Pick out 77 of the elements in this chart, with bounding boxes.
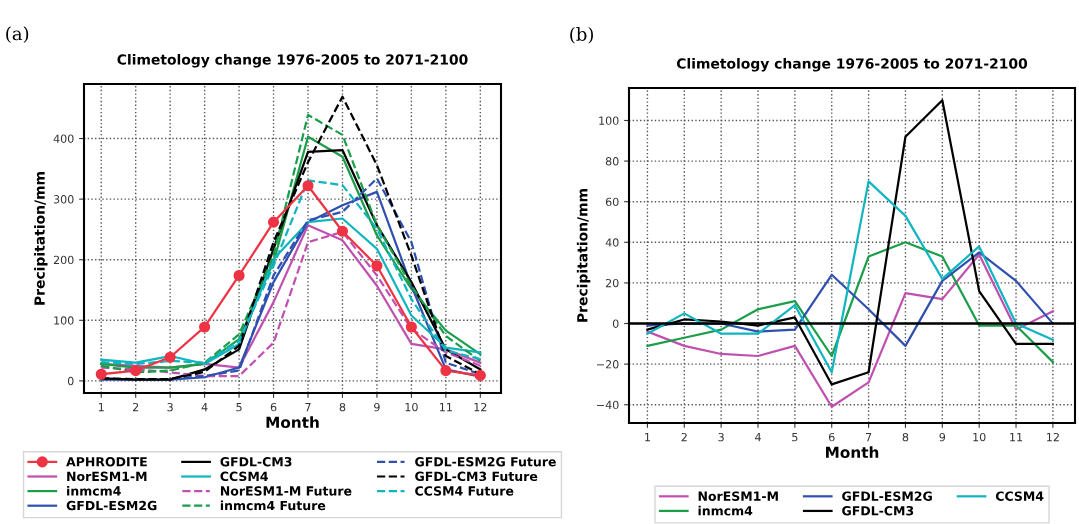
- x-tick-label: 11: [1010, 433, 1023, 442]
- chart-title: Climetology change 1976-2005 to 2071-2100: [117, 54, 468, 68]
- x-tick-label: 8: [339, 402, 346, 412]
- y-tick-label: 300: [53, 195, 74, 204]
- y-tick-label: 200: [53, 255, 74, 265]
- x-tick-label: 12: [1047, 432, 1059, 442]
- point: [371, 260, 383, 272]
- point: [302, 180, 314, 192]
- x-tick-label: 3: [718, 432, 724, 442]
- legend-label: CCSM4 Future: [415, 486, 514, 496]
- y-tick-label: 80: [605, 157, 619, 166]
- legend-label: inmcm4: [698, 505, 753, 516]
- legend-label: GFDL-CM3 Future: [415, 471, 538, 482]
- point: [233, 269, 245, 282]
- legend-label: NorESM1-M: [67, 471, 147, 482]
- y-tick-label: 20: [605, 278, 619, 288]
- point: [405, 321, 417, 333]
- point: [267, 216, 280, 228]
- x-axis-title: Month: [266, 416, 319, 429]
- x-tick-label: 1: [645, 433, 650, 442]
- y-tick-label: 0: [67, 376, 74, 386]
- y-tick-label: 400: [53, 134, 74, 143]
- x-tick-label: 6: [828, 432, 835, 442]
- x-tick-label: 5: [792, 433, 798, 442]
- x-tick-label: 7: [865, 433, 872, 442]
- x-tick-label: 2: [132, 402, 139, 412]
- x-tick-label: 2: [681, 432, 687, 442]
- legend-label: NorESM1-M Future: [220, 486, 352, 496]
- line-series: [646, 241, 1054, 364]
- line-series: [646, 180, 1054, 374]
- point: [199, 321, 211, 333]
- chart-title: Climetology change 1976-2005 to 2071-2100: [676, 58, 1028, 72]
- point: [336, 225, 349, 237]
- legend-label: inmcm4 Future: [220, 500, 326, 511]
- text: (a): [6, 26, 29, 43]
- legend-label: NorESM1-M: [698, 491, 778, 501]
- text: (b): [570, 26, 594, 44]
- x-tick-label: 9: [939, 432, 946, 442]
- y-tick-label: 0: [612, 319, 619, 328]
- x-tick-label: 6: [270, 402, 277, 412]
- y-tick-label: −40: [597, 400, 619, 410]
- point: [474, 369, 486, 381]
- x-tick-label: 4: [201, 403, 208, 412]
- y-axis-title: Precipitation/mm: [34, 172, 48, 305]
- legend-label: APHRODITE: [66, 457, 147, 467]
- y-tick-label: 40: [605, 238, 619, 247]
- x-tick-label: 10: [973, 432, 986, 442]
- legend-label: inmcm4: [67, 485, 121, 496]
- line-series: [646, 253, 1054, 408]
- y-tick-label: 100: [599, 116, 619, 125]
- x-tick-label: 9: [374, 402, 380, 412]
- y-tick-label: 100: [54, 316, 74, 325]
- legend-label: GFDL-CM3: [842, 506, 914, 516]
- x-tick-label: 10: [405, 402, 418, 412]
- legend-label: GFDL-ESM2G: [66, 500, 157, 511]
- legend-label: GFDL-CM3: [220, 457, 292, 467]
- x-tick-label: 12: [474, 402, 487, 412]
- legend-label: GFDL-ESM2G Future: [415, 457, 556, 467]
- point: [130, 365, 142, 377]
- legend-label: GFDL-ESM2G: [842, 491, 932, 501]
- point: [164, 351, 176, 363]
- point: [440, 365, 452, 377]
- legend-label: CCSM4: [220, 471, 268, 482]
- x-tick-label: 4: [755, 433, 761, 442]
- point: [95, 368, 107, 380]
- x-tick-label: 7: [305, 403, 311, 412]
- y-axis-title: Precipitation/mm: [576, 189, 591, 322]
- x-tick-label: 1: [98, 403, 104, 412]
- x-tick-label: 11: [440, 403, 452, 412]
- x-tick-label: 3: [167, 402, 173, 412]
- x-tick-label: 5: [236, 403, 242, 412]
- line-series: [646, 251, 1054, 347]
- x-tick-label: 8: [902, 432, 909, 442]
- y-tick-label: 60: [605, 197, 619, 207]
- y-tick-label: −20: [597, 360, 619, 369]
- x-axis-title: Month: [826, 446, 879, 459]
- legend-label: CCSM4: [995, 491, 1044, 501]
